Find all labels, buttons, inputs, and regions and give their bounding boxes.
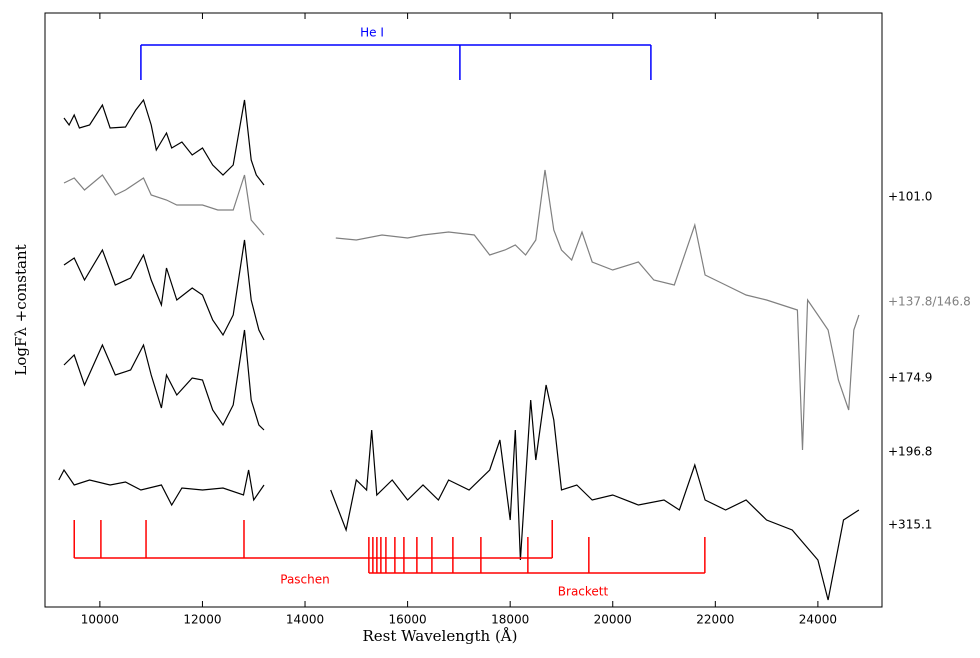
x-tick-label: 10000 bbox=[81, 613, 119, 627]
x-tick-label: 22000 bbox=[696, 613, 734, 627]
marker-label: Paschen bbox=[280, 573, 330, 587]
x-axis-label: Rest Wavelength (Å) bbox=[362, 627, 517, 645]
spectrum-label: +174.9 bbox=[888, 371, 932, 385]
spectrum-label: +101.0 bbox=[888, 190, 932, 204]
x-tick-label: 18000 bbox=[491, 613, 529, 627]
spectrum-line bbox=[63, 329, 265, 431]
spectrum-line bbox=[63, 169, 860, 451]
spectrum-line bbox=[63, 239, 265, 341]
x-tick-label: 20000 bbox=[594, 613, 632, 627]
x-tick-label: 16000 bbox=[389, 613, 427, 627]
x-tick-label: 14000 bbox=[286, 613, 324, 627]
plot-frame bbox=[44, 12, 883, 608]
spectrum-label: +196.8 bbox=[888, 445, 932, 459]
x-tick-label: 24000 bbox=[799, 613, 837, 627]
spectrum-line bbox=[58, 384, 860, 601]
marker-label: Brackett bbox=[558, 585, 609, 599]
y-axis-label: LogFλ +constant bbox=[12, 244, 30, 375]
spectrum-label: +315.1 bbox=[888, 518, 932, 532]
x-tick-label: 12000 bbox=[183, 613, 221, 627]
spectrum-label: +137.8/146.8 bbox=[888, 295, 971, 309]
marker-label: He I bbox=[360, 26, 384, 40]
spectrum-line bbox=[63, 98, 265, 186]
